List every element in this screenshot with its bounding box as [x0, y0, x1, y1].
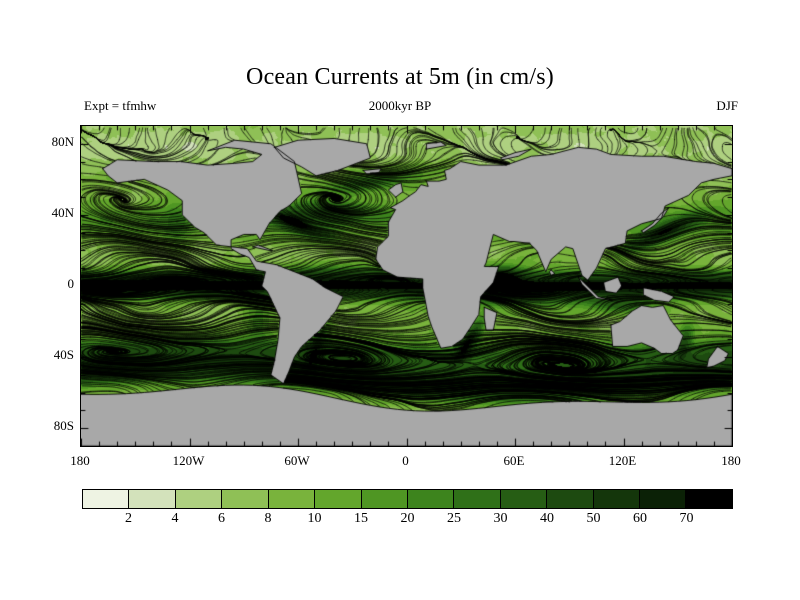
y-tick-label: 0	[67, 276, 75, 291]
y-tick-label: 40S	[53, 347, 74, 363]
colorbar-band	[222, 490, 269, 508]
colorbar-tick-label: 40	[540, 511, 554, 526]
colorbar-tick-label: 6	[218, 511, 225, 526]
colorbar-tick-label: 30	[493, 511, 508, 526]
colorbar-band	[315, 490, 362, 508]
colorbar-band	[547, 490, 594, 508]
colorbar-band	[500, 490, 548, 508]
colorbar-band	[593, 490, 641, 508]
colorbar-band	[640, 490, 687, 508]
x-tick-label: 120E	[608, 453, 637, 468]
x-tick-label: 0	[402, 453, 409, 468]
colorbar-band	[407, 490, 455, 508]
colorbar-band	[129, 490, 176, 508]
map-plot-area	[80, 125, 733, 447]
colorbar-band	[454, 490, 501, 508]
x-tick-label: 120W	[172, 453, 205, 468]
colorbar-tick-label: 4	[171, 511, 179, 526]
colorbar	[82, 489, 733, 509]
x-tick-label: 60W	[284, 453, 310, 468]
colorbar-band	[361, 490, 408, 508]
colorbar-tick-label: 50	[586, 511, 601, 526]
colorbar-tick-label: 20	[400, 511, 415, 526]
y-tick-label: 80N	[51, 133, 74, 149]
x-tick-label: 180	[70, 453, 90, 468]
experiment-label: Expt = tfmhw	[84, 98, 157, 113]
colorbar-band	[83, 490, 130, 508]
colorbar-tick-label: 25	[447, 511, 461, 526]
colorbar-tick-label: 10	[307, 511, 322, 526]
season-label: DJF	[716, 98, 738, 113]
y-tick-label: 80S	[53, 418, 74, 434]
colorbar-band	[175, 490, 223, 508]
colorbar-band	[268, 490, 316, 508]
colorbar-tick-label: 2	[125, 511, 132, 526]
colorbar-band	[686, 490, 732, 508]
colorbar-tick-label: 8	[264, 511, 272, 526]
y-tick-label: 40N	[51, 204, 74, 220]
colorbar-tick-label: 60	[633, 511, 647, 526]
page-title: Ocean Currents at 5m (in cm/s)	[246, 64, 554, 90]
colorbar-tick-label: 15	[354, 511, 368, 526]
ocean-current-map	[81, 126, 732, 446]
x-tick-label: 60E	[503, 453, 525, 468]
colorbar-tick-label: 70	[679, 511, 694, 526]
figure-subtitle: 2000kyr BP	[368, 98, 432, 113]
x-tick-label: 180	[721, 453, 741, 468]
